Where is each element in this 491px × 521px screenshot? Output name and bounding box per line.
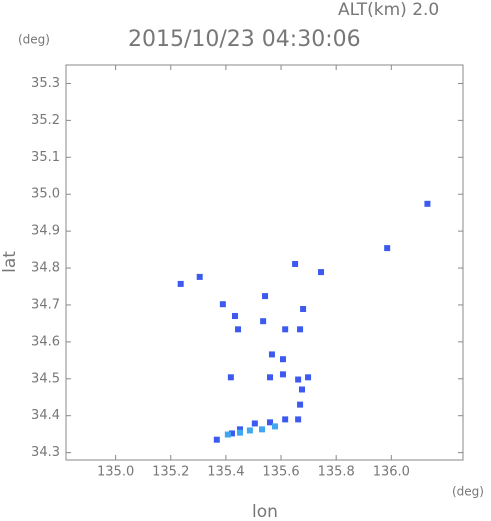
y-tick-label: 34.3: [31, 445, 60, 460]
y-tick-label: 34.7: [31, 297, 60, 312]
radar-echo: [318, 269, 325, 276]
radar-echo: [260, 318, 267, 325]
radar-echo: [384, 245, 391, 252]
radar-echo: [267, 374, 274, 381]
radar-echo: [228, 430, 235, 437]
y-tick-label: 34.9: [31, 224, 60, 239]
radar-echo: [292, 260, 299, 267]
radar-echo: [232, 313, 239, 320]
radar-echo: [282, 326, 289, 333]
radar-echo: [246, 427, 253, 434]
x-tick-label: 136.0: [373, 465, 410, 480]
radar-echo: [300, 306, 307, 313]
radar-echo: [224, 431, 231, 438]
radar-echo: [295, 416, 302, 423]
x-tick-label: 135.2: [152, 465, 189, 480]
altitude-label: ALT(km) 2.0: [338, 0, 439, 20]
x-label: lon: [252, 502, 278, 521]
x-tick-label: 135.8: [318, 465, 355, 480]
radar-echo: [262, 293, 269, 300]
y-tick-label: 35.0: [31, 187, 60, 202]
radar-echo: [251, 420, 258, 427]
plot-frame: [65, 64, 464, 461]
radar-echo: [196, 273, 203, 280]
x-unit: (deg): [452, 485, 484, 499]
radar-echo: [271, 423, 278, 430]
radar-echo: [424, 200, 431, 207]
y-tick-label: 34.6: [31, 334, 60, 349]
radar-echo: [267, 419, 274, 426]
radar-echo: [282, 416, 289, 423]
radar-echo: [227, 374, 234, 381]
radar-echo: [295, 376, 302, 383]
radar-echo: [268, 351, 275, 358]
radar-echo: [236, 426, 243, 433]
y-tick-label: 35.3: [31, 76, 60, 91]
radar-echo: [177, 280, 184, 287]
radar-echo: [279, 371, 286, 378]
radar-echo: [305, 374, 312, 381]
y-tick-label: 34.8: [31, 261, 60, 276]
radar-echo: [213, 436, 220, 443]
y-label: lat: [0, 251, 20, 273]
y-tick-label: 34.5: [31, 371, 60, 386]
x-tick-label: 135.6: [262, 465, 299, 480]
radar-echo: [298, 386, 305, 393]
y-tick-label: 35.1: [31, 150, 60, 165]
y-tick-label: 34.4: [31, 408, 60, 423]
radar-echo: [235, 326, 242, 333]
radar-echo: [297, 326, 304, 333]
radar-echo: [297, 401, 304, 408]
x-tick-label: 135.4: [207, 465, 244, 480]
radar-echo: [279, 356, 286, 363]
radar-echo: [219, 301, 226, 308]
y-unit: (deg): [18, 33, 50, 47]
chart-title: 2015/10/23 04:30:06: [128, 27, 361, 52]
radar-echo: [236, 429, 243, 436]
y-tick-label: 35.2: [31, 113, 60, 128]
radar-echo: [259, 426, 266, 433]
x-tick-label: 135.0: [97, 465, 134, 480]
